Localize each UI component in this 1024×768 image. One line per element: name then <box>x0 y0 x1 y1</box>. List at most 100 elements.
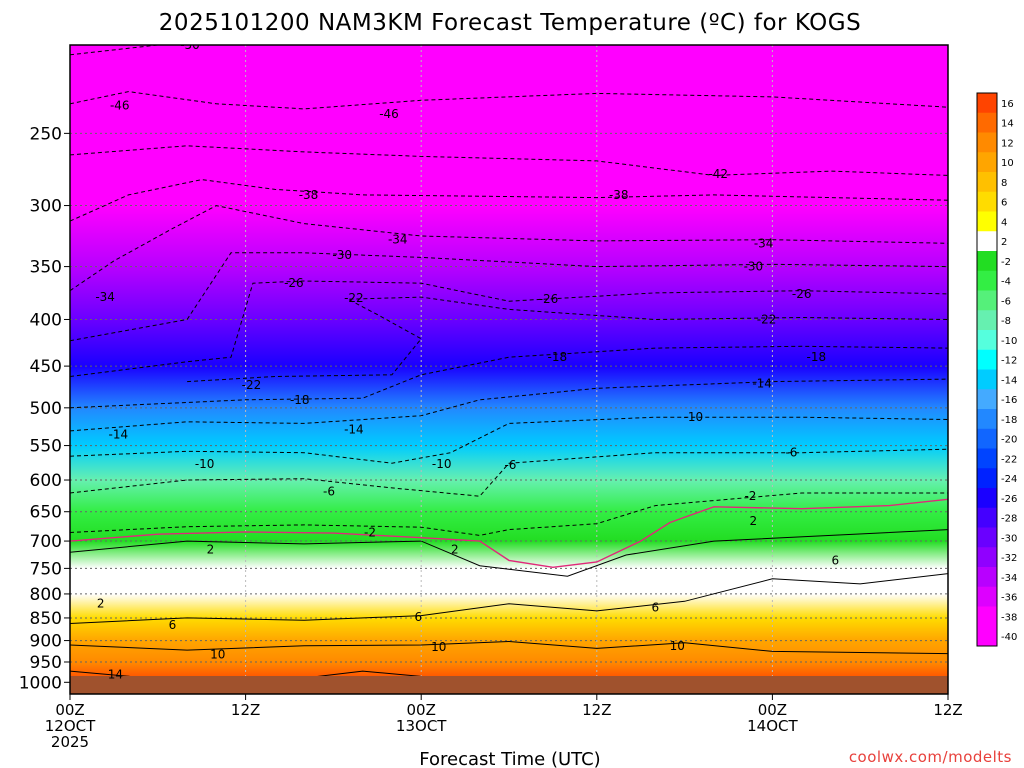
colorbar-label: 4 <box>1001 217 1007 228</box>
contour-label: 6 <box>169 618 177 632</box>
colorbar-label: -12 <box>1001 356 1017 367</box>
colorbar-swatch <box>977 567 997 588</box>
contour-label: -6 <box>785 446 797 460</box>
colorbar-swatch <box>977 191 997 212</box>
contour-line-minus30 <box>70 252 948 342</box>
y-tick-label: 300 <box>30 197 62 217</box>
colorbar-swatch <box>977 112 997 133</box>
contour-label: -46 <box>379 107 399 121</box>
contour-label: -30 <box>744 260 764 274</box>
colorbar-label: 16 <box>1001 99 1014 110</box>
colorbar-label: -22 <box>1001 454 1017 465</box>
contour-label: -10 <box>195 457 215 471</box>
colorbar-label: -18 <box>1001 415 1017 426</box>
y-tick-label: 350 <box>30 258 62 278</box>
y-tick-label: 250 <box>30 124 62 144</box>
colorbar-label: 12 <box>1001 138 1014 149</box>
ground-strip <box>70 676 948 694</box>
x-tick-label: 13OCT <box>396 717 447 735</box>
contour-label: -18 <box>290 393 310 407</box>
colorbar-label: -16 <box>1001 395 1017 406</box>
colorbar-swatch <box>977 507 997 528</box>
colorbar-swatch <box>977 527 997 548</box>
colorbar-label: 8 <box>1001 178 1007 189</box>
contour-line-minus26 <box>70 280 948 377</box>
contour-label: 14 <box>108 667 123 681</box>
contour-label: -38 <box>299 188 319 202</box>
x-tick-label: 12Z <box>933 701 962 719</box>
colorbar-label: -28 <box>1001 514 1017 525</box>
colorbar-label: -32 <box>1001 553 1017 564</box>
temperature-field <box>70 45 948 694</box>
colorbar-label: -14 <box>1001 375 1017 386</box>
colorbar-swatch <box>977 468 997 489</box>
colorbar-swatch <box>977 428 997 449</box>
contour-label: -34 <box>754 236 774 250</box>
y-tick-label: 450 <box>30 357 62 377</box>
x-tick-label: 00Z <box>407 701 436 719</box>
colorbar-swatch <box>977 547 997 568</box>
colorbar-swatch <box>977 251 997 272</box>
contour-label: 10 <box>431 640 446 654</box>
contour-label: -10 <box>432 457 452 471</box>
contour-label: -6 <box>323 485 335 499</box>
contour-line-minus38 <box>70 179 948 222</box>
contour-lines <box>70 45 948 687</box>
contour-label: 2 <box>750 514 758 528</box>
freezing-level-line <box>70 498 948 569</box>
colorbar-label: -10 <box>1001 336 1017 347</box>
colorbar-swatch <box>977 606 997 627</box>
y-tick-label: 800 <box>30 585 62 605</box>
contour-label: 10 <box>670 639 685 653</box>
colorbar-swatch <box>977 626 997 647</box>
contour-label: -18 <box>547 350 567 364</box>
colorbar-label: -6 <box>1001 296 1011 307</box>
y-tick-label: 500 <box>30 399 62 419</box>
x-tick-label: 12Z <box>231 701 260 719</box>
contour-label: -30 <box>332 248 352 262</box>
y-tick-label: 1000 <box>19 673 62 693</box>
colorbar-label: 6 <box>1001 198 1007 209</box>
chart-title: 2025101200 NAM3KM Forecast Temperature (… <box>159 10 861 36</box>
colorbar-swatch <box>977 132 997 153</box>
contour-label: -6 <box>504 458 516 472</box>
colorbar-swatch <box>977 211 997 232</box>
colorbar-swatch <box>977 93 997 114</box>
contour-label: 10 <box>210 647 225 661</box>
x-tick-label: 14OCT <box>747 717 798 735</box>
x-tick-label: 12OCT <box>45 717 96 735</box>
contour-label: -26 <box>792 287 812 301</box>
contour-line-minus6 <box>70 448 948 497</box>
y-tick-label: 900 <box>30 632 62 652</box>
x-tick-label: 00Z <box>758 701 787 719</box>
x-tick-label: 00Z <box>55 701 84 719</box>
contour-line-minus10 <box>70 416 948 464</box>
colorbar-label: -34 <box>1001 573 1017 584</box>
colorbar-label: -8 <box>1001 316 1011 327</box>
x-axis-title: Forecast Time (UTC) <box>419 749 600 768</box>
contour-label: -46 <box>110 98 130 112</box>
colorbar-swatch <box>977 586 997 607</box>
colorbar-swatch <box>977 330 997 351</box>
y-tick-label: 700 <box>30 532 62 552</box>
plot-frame <box>69 44 949 695</box>
contour-label: 2 <box>451 542 459 556</box>
colorbar-label: 14 <box>1001 119 1014 130</box>
contour-label: -34 <box>95 290 115 304</box>
contour-line-plus6 <box>70 573 948 624</box>
contour-label: -26 <box>539 292 559 306</box>
contour-label: 2 <box>97 597 105 611</box>
colorbar-swatch <box>977 488 997 509</box>
contour-line-minus14 <box>70 378 948 432</box>
contour-label: -2 <box>364 525 376 539</box>
contour-line-plus2 <box>70 529 948 577</box>
contour-label: -18 <box>806 350 826 364</box>
colorbar-swatch <box>977 231 997 252</box>
colorbar-label: -2 <box>1001 257 1011 268</box>
contour-label: -14 <box>108 428 128 442</box>
y-tick-label: 750 <box>30 559 62 579</box>
colorbar-swatch <box>977 270 997 291</box>
contour-label: -42 <box>708 167 728 181</box>
